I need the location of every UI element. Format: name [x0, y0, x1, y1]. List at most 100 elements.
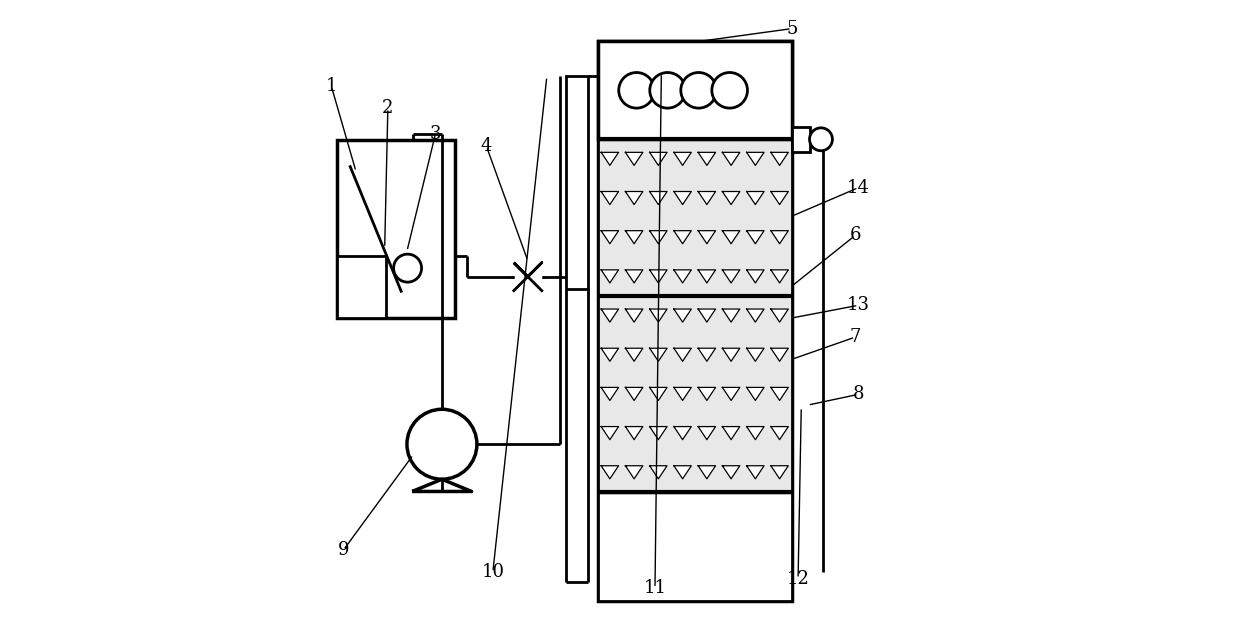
Polygon shape: [771, 231, 789, 244]
Text: 13: 13: [847, 296, 870, 314]
Polygon shape: [673, 153, 692, 165]
Polygon shape: [723, 466, 740, 479]
Circle shape: [712, 73, 748, 108]
Polygon shape: [601, 191, 619, 205]
Polygon shape: [746, 309, 764, 322]
Polygon shape: [601, 231, 619, 244]
Polygon shape: [771, 387, 789, 401]
Polygon shape: [746, 153, 764, 165]
Text: 14: 14: [847, 179, 870, 197]
Polygon shape: [723, 427, 740, 439]
Polygon shape: [771, 153, 789, 165]
Bar: [337, 140, 455, 318]
Text: 7: 7: [849, 328, 861, 346]
Polygon shape: [650, 309, 667, 322]
Polygon shape: [771, 191, 789, 205]
Text: 10: 10: [481, 563, 505, 581]
Polygon shape: [746, 427, 764, 439]
Polygon shape: [698, 191, 715, 205]
Polygon shape: [601, 153, 619, 165]
Polygon shape: [601, 387, 619, 401]
Polygon shape: [650, 387, 667, 401]
Polygon shape: [625, 153, 642, 165]
Polygon shape: [723, 309, 740, 322]
Polygon shape: [746, 349, 764, 361]
Polygon shape: [601, 427, 619, 439]
Polygon shape: [650, 231, 667, 244]
Polygon shape: [650, 270, 667, 283]
Polygon shape: [673, 427, 692, 439]
Text: 4: 4: [481, 137, 492, 155]
Polygon shape: [625, 309, 642, 322]
Bar: [565, 76, 588, 289]
Polygon shape: [601, 466, 619, 479]
Polygon shape: [601, 309, 619, 322]
Polygon shape: [723, 231, 740, 244]
Text: 12: 12: [786, 570, 810, 588]
Polygon shape: [771, 427, 789, 439]
Bar: [598, 41, 791, 601]
Polygon shape: [673, 349, 692, 361]
Text: 9: 9: [337, 541, 350, 559]
Polygon shape: [673, 309, 692, 322]
Text: 2: 2: [382, 99, 393, 117]
Polygon shape: [698, 427, 715, 439]
Polygon shape: [771, 349, 789, 361]
Polygon shape: [673, 387, 692, 401]
Polygon shape: [625, 191, 642, 205]
Polygon shape: [625, 466, 642, 479]
Polygon shape: [698, 309, 715, 322]
Polygon shape: [771, 270, 789, 283]
Polygon shape: [723, 191, 740, 205]
Circle shape: [619, 73, 655, 108]
Polygon shape: [673, 466, 692, 479]
Bar: [598, 41, 791, 139]
Polygon shape: [771, 309, 789, 322]
Bar: [791, 127, 810, 152]
Polygon shape: [673, 270, 692, 283]
Polygon shape: [771, 466, 789, 479]
Text: 6: 6: [849, 226, 861, 244]
Circle shape: [407, 410, 477, 480]
Circle shape: [393, 254, 422, 282]
Polygon shape: [746, 387, 764, 401]
Polygon shape: [650, 191, 667, 205]
Polygon shape: [673, 191, 692, 205]
Circle shape: [810, 128, 832, 151]
Polygon shape: [746, 231, 764, 244]
Polygon shape: [723, 387, 740, 401]
Circle shape: [650, 73, 686, 108]
Text: 11: 11: [644, 579, 666, 597]
Text: 8: 8: [853, 385, 864, 403]
Polygon shape: [650, 466, 667, 479]
Polygon shape: [723, 349, 740, 361]
Text: 5: 5: [786, 20, 797, 38]
Polygon shape: [698, 270, 715, 283]
Polygon shape: [746, 270, 764, 283]
Polygon shape: [601, 349, 619, 361]
Polygon shape: [698, 466, 715, 479]
Polygon shape: [698, 153, 715, 165]
Bar: [598, 492, 791, 601]
Polygon shape: [650, 427, 667, 439]
Polygon shape: [650, 153, 667, 165]
Polygon shape: [698, 231, 715, 244]
Polygon shape: [723, 270, 740, 283]
Polygon shape: [601, 270, 619, 283]
Polygon shape: [625, 349, 642, 361]
Circle shape: [681, 73, 717, 108]
Polygon shape: [625, 427, 642, 439]
Polygon shape: [746, 466, 764, 479]
Polygon shape: [650, 349, 667, 361]
Bar: [337, 256, 387, 318]
Polygon shape: [698, 387, 715, 401]
Polygon shape: [625, 231, 642, 244]
Polygon shape: [625, 387, 642, 401]
Text: 3: 3: [430, 125, 441, 142]
Text: 1: 1: [326, 77, 337, 95]
Polygon shape: [698, 349, 715, 361]
Polygon shape: [723, 153, 740, 165]
Bar: [598, 296, 791, 492]
Polygon shape: [625, 270, 642, 283]
Polygon shape: [746, 191, 764, 205]
